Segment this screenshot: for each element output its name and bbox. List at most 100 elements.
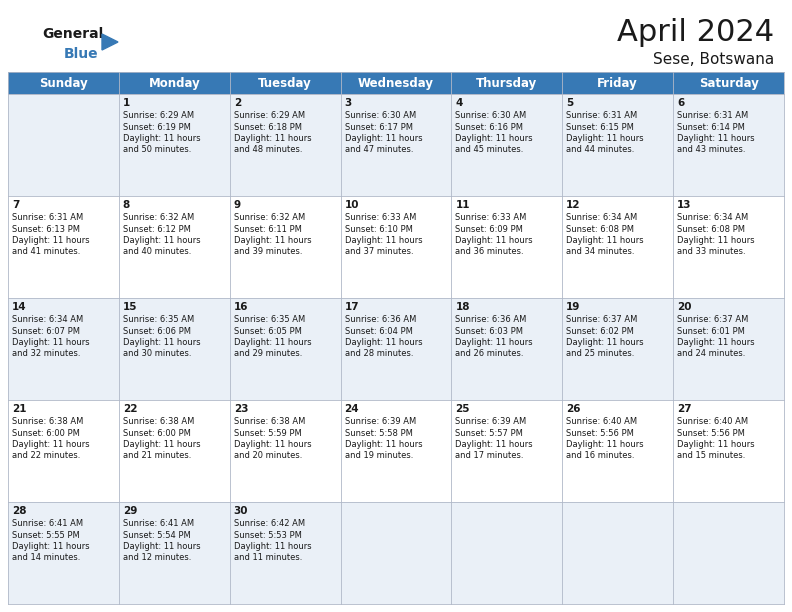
Text: and 25 minutes.: and 25 minutes. xyxy=(566,349,634,359)
Bar xyxy=(8,196,784,298)
Text: Sunrise: 6:33 AM: Sunrise: 6:33 AM xyxy=(455,213,527,222)
Text: Sunrise: 6:40 AM: Sunrise: 6:40 AM xyxy=(677,417,748,426)
Text: Sunrise: 6:30 AM: Sunrise: 6:30 AM xyxy=(455,111,527,120)
Text: Sunset: 6:04 PM: Sunset: 6:04 PM xyxy=(345,326,413,335)
Text: 28: 28 xyxy=(12,506,26,516)
Text: Sunrise: 6:29 AM: Sunrise: 6:29 AM xyxy=(234,111,305,120)
Text: 10: 10 xyxy=(345,200,359,210)
Text: April 2024: April 2024 xyxy=(617,18,774,47)
Text: Daylight: 11 hours: Daylight: 11 hours xyxy=(345,134,422,143)
Bar xyxy=(341,72,451,94)
Text: and 33 minutes.: and 33 minutes. xyxy=(677,247,746,256)
Text: Daylight: 11 hours: Daylight: 11 hours xyxy=(345,236,422,245)
Text: Sunset: 5:55 PM: Sunset: 5:55 PM xyxy=(12,531,80,540)
Bar xyxy=(8,94,784,196)
Text: Sunset: 5:56 PM: Sunset: 5:56 PM xyxy=(566,428,634,438)
Text: Friday: Friday xyxy=(597,76,638,89)
Text: Sunrise: 6:32 AM: Sunrise: 6:32 AM xyxy=(123,213,194,222)
Text: Sunrise: 6:32 AM: Sunrise: 6:32 AM xyxy=(234,213,305,222)
Text: and 48 minutes.: and 48 minutes. xyxy=(234,146,303,154)
Text: Daylight: 11 hours: Daylight: 11 hours xyxy=(677,440,755,449)
Text: Sunset: 6:09 PM: Sunset: 6:09 PM xyxy=(455,225,524,234)
Text: Daylight: 11 hours: Daylight: 11 hours xyxy=(234,338,311,347)
Text: and 47 minutes.: and 47 minutes. xyxy=(345,146,413,154)
Text: 27: 27 xyxy=(677,404,691,414)
Text: and 37 minutes.: and 37 minutes. xyxy=(345,247,413,256)
Text: Daylight: 11 hours: Daylight: 11 hours xyxy=(345,338,422,347)
Text: and 17 minutes.: and 17 minutes. xyxy=(455,452,524,460)
Text: Tuesday: Tuesday xyxy=(258,76,312,89)
Bar xyxy=(562,72,673,94)
Text: Sunset: 6:08 PM: Sunset: 6:08 PM xyxy=(677,225,745,234)
Text: and 50 minutes.: and 50 minutes. xyxy=(123,146,191,154)
Text: Sunrise: 6:42 AM: Sunrise: 6:42 AM xyxy=(234,519,305,528)
Text: Sunset: 6:15 PM: Sunset: 6:15 PM xyxy=(566,122,634,132)
Text: Sunrise: 6:36 AM: Sunrise: 6:36 AM xyxy=(345,315,416,324)
Text: and 29 minutes.: and 29 minutes. xyxy=(234,349,302,359)
Text: Sunday: Sunday xyxy=(39,76,88,89)
Text: 23: 23 xyxy=(234,404,248,414)
Text: Sunrise: 6:38 AM: Sunrise: 6:38 AM xyxy=(123,417,194,426)
Text: Daylight: 11 hours: Daylight: 11 hours xyxy=(123,440,200,449)
Text: Sunrise: 6:39 AM: Sunrise: 6:39 AM xyxy=(345,417,416,426)
Text: Saturday: Saturday xyxy=(699,76,759,89)
Text: 1: 1 xyxy=(123,98,130,108)
Bar xyxy=(8,298,784,400)
Text: 22: 22 xyxy=(123,404,137,414)
Text: Sunrise: 6:30 AM: Sunrise: 6:30 AM xyxy=(345,111,416,120)
Text: 2: 2 xyxy=(234,98,241,108)
Text: and 19 minutes.: and 19 minutes. xyxy=(345,452,413,460)
Text: 18: 18 xyxy=(455,302,470,312)
Text: Sunset: 6:13 PM: Sunset: 6:13 PM xyxy=(12,225,80,234)
Text: Sunset: 6:11 PM: Sunset: 6:11 PM xyxy=(234,225,302,234)
Text: Sunrise: 6:31 AM: Sunrise: 6:31 AM xyxy=(566,111,638,120)
Text: Sunset: 6:07 PM: Sunset: 6:07 PM xyxy=(12,326,80,335)
Text: Daylight: 11 hours: Daylight: 11 hours xyxy=(12,236,89,245)
Text: Sunset: 6:05 PM: Sunset: 6:05 PM xyxy=(234,326,302,335)
Text: and 36 minutes.: and 36 minutes. xyxy=(455,247,524,256)
Text: 8: 8 xyxy=(123,200,130,210)
Text: Sunrise: 6:37 AM: Sunrise: 6:37 AM xyxy=(677,315,748,324)
Bar xyxy=(230,72,341,94)
Text: and 28 minutes.: and 28 minutes. xyxy=(345,349,413,359)
Text: 5: 5 xyxy=(566,98,573,108)
Text: 14: 14 xyxy=(12,302,27,312)
Bar xyxy=(8,72,119,94)
Text: 21: 21 xyxy=(12,404,26,414)
Text: Sunset: 5:59 PM: Sunset: 5:59 PM xyxy=(234,428,302,438)
Text: and 39 minutes.: and 39 minutes. xyxy=(234,247,303,256)
Text: Sunrise: 6:36 AM: Sunrise: 6:36 AM xyxy=(455,315,527,324)
Text: Sunrise: 6:34 AM: Sunrise: 6:34 AM xyxy=(12,315,83,324)
Text: Sunrise: 6:38 AM: Sunrise: 6:38 AM xyxy=(234,417,305,426)
Bar xyxy=(119,72,230,94)
Text: and 21 minutes.: and 21 minutes. xyxy=(123,452,191,460)
Bar xyxy=(451,72,562,94)
Text: Sunset: 5:53 PM: Sunset: 5:53 PM xyxy=(234,531,302,540)
Text: Sunset: 6:00 PM: Sunset: 6:00 PM xyxy=(12,428,80,438)
Text: and 16 minutes.: and 16 minutes. xyxy=(566,452,634,460)
Text: and 15 minutes.: and 15 minutes. xyxy=(677,452,745,460)
Text: and 40 minutes.: and 40 minutes. xyxy=(123,247,191,256)
Text: and 34 minutes.: and 34 minutes. xyxy=(566,247,634,256)
Text: 3: 3 xyxy=(345,98,352,108)
Text: Sunset: 6:12 PM: Sunset: 6:12 PM xyxy=(123,225,191,234)
Text: Daylight: 11 hours: Daylight: 11 hours xyxy=(677,338,755,347)
Text: Daylight: 11 hours: Daylight: 11 hours xyxy=(455,440,533,449)
Text: and 41 minutes.: and 41 minutes. xyxy=(12,247,80,256)
Text: and 14 minutes.: and 14 minutes. xyxy=(12,553,80,562)
Text: Daylight: 11 hours: Daylight: 11 hours xyxy=(345,440,422,449)
Text: Sunset: 6:02 PM: Sunset: 6:02 PM xyxy=(566,326,634,335)
Text: Daylight: 11 hours: Daylight: 11 hours xyxy=(677,236,755,245)
Text: Wednesday: Wednesday xyxy=(358,76,434,89)
Text: Daylight: 11 hours: Daylight: 11 hours xyxy=(123,542,200,551)
Text: Daylight: 11 hours: Daylight: 11 hours xyxy=(566,134,644,143)
Text: Sunset: 6:16 PM: Sunset: 6:16 PM xyxy=(455,122,524,132)
Text: and 12 minutes.: and 12 minutes. xyxy=(123,553,191,562)
Bar xyxy=(8,502,784,604)
Text: Daylight: 11 hours: Daylight: 11 hours xyxy=(123,236,200,245)
Text: Sunrise: 6:29 AM: Sunrise: 6:29 AM xyxy=(123,111,194,120)
Text: Sunrise: 6:41 AM: Sunrise: 6:41 AM xyxy=(123,519,194,528)
Text: Daylight: 11 hours: Daylight: 11 hours xyxy=(677,134,755,143)
Text: 7: 7 xyxy=(12,200,19,210)
Text: Daylight: 11 hours: Daylight: 11 hours xyxy=(123,134,200,143)
